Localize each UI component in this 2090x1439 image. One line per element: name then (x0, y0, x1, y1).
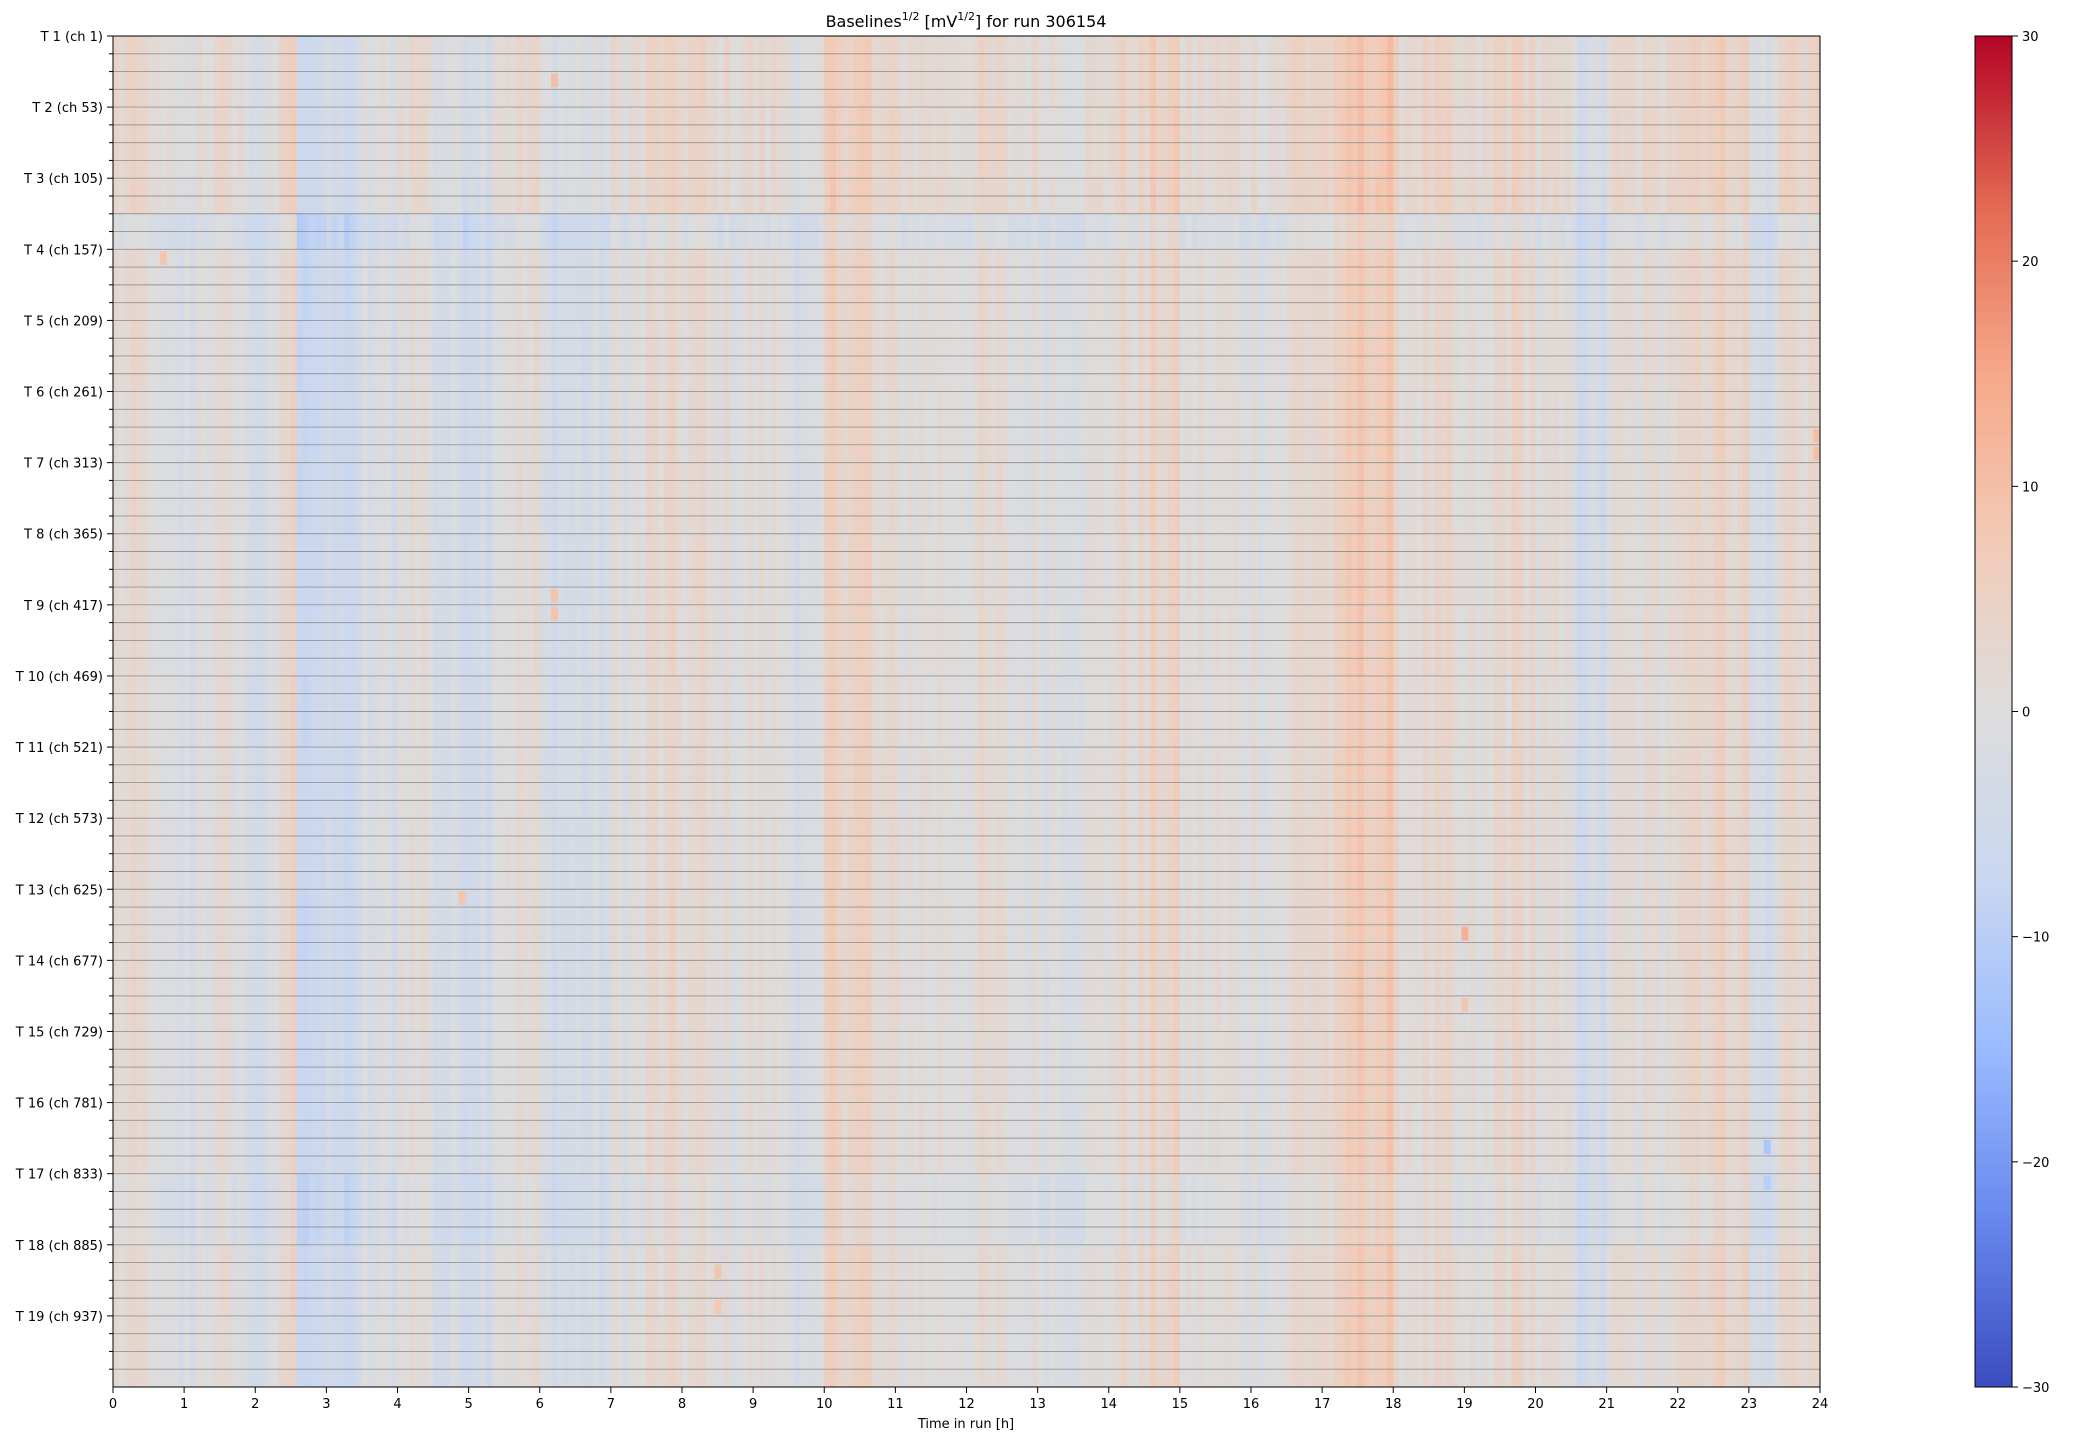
chart-title: Baselines1/2 [mV1/2] for run 306154 (826, 10, 1107, 31)
